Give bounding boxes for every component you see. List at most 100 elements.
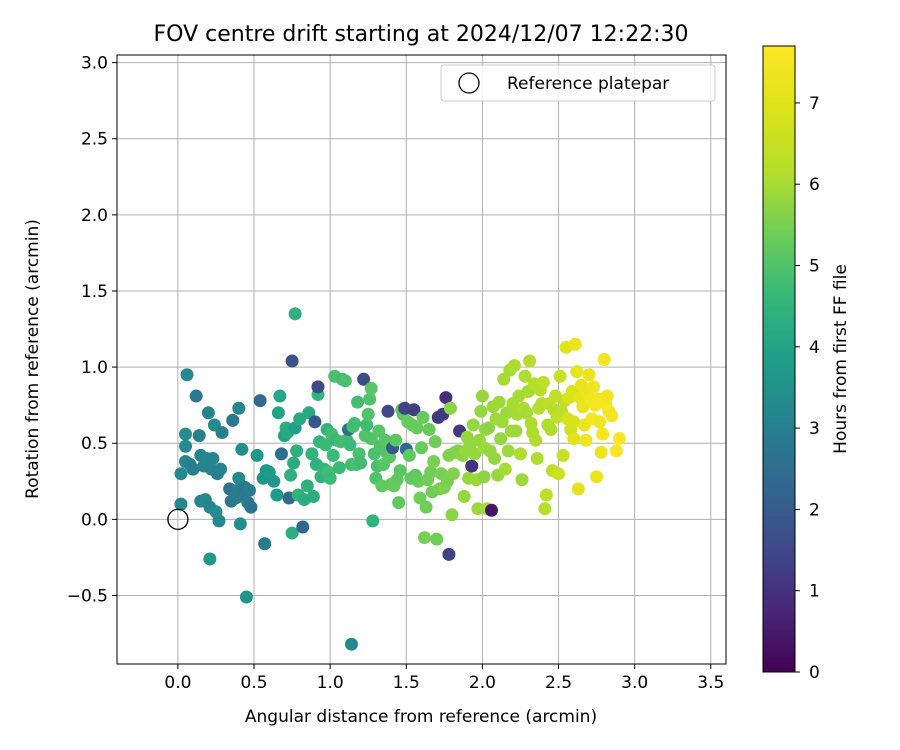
data-point xyxy=(284,468,298,482)
data-point xyxy=(402,448,416,462)
data-point xyxy=(457,490,471,504)
data-point xyxy=(509,424,523,438)
data-point xyxy=(538,502,552,516)
data-point xyxy=(475,389,489,403)
data-point xyxy=(364,381,378,395)
data-point xyxy=(319,438,333,452)
data-point xyxy=(442,547,456,561)
data-point xyxy=(410,421,424,435)
data-point xyxy=(308,415,322,429)
data-point xyxy=(180,368,194,382)
data-point xyxy=(326,448,340,462)
data-point xyxy=(567,432,581,446)
data-point xyxy=(443,401,457,415)
data-point xyxy=(594,445,608,459)
reference-point xyxy=(167,508,189,531)
data-point xyxy=(302,406,316,420)
data-point xyxy=(250,448,264,462)
data-point xyxy=(214,462,228,476)
y-tick-label: 0.0 xyxy=(81,510,108,530)
data-point xyxy=(244,500,258,514)
data-point xyxy=(553,369,567,383)
data-point xyxy=(597,353,611,366)
data-point xyxy=(201,406,215,420)
data-point xyxy=(293,412,307,426)
x-tick-label: 2.5 xyxy=(545,673,572,693)
colorbar-tick-label: 4 xyxy=(809,338,820,358)
data-point xyxy=(332,461,346,475)
data-point xyxy=(179,439,193,453)
data-point xyxy=(445,508,459,522)
data-point xyxy=(305,447,319,461)
data-point xyxy=(418,531,432,545)
data-point xyxy=(439,391,453,405)
data-point xyxy=(203,552,217,566)
data-point xyxy=(582,368,596,382)
data-point xyxy=(579,433,593,447)
data-points xyxy=(174,307,626,651)
data-point xyxy=(235,442,249,456)
data-point xyxy=(568,337,582,351)
data-point xyxy=(567,415,581,429)
data-point xyxy=(357,372,371,386)
data-point xyxy=(361,407,375,421)
data-point xyxy=(212,514,226,528)
data-point xyxy=(288,307,302,321)
data-point xyxy=(513,447,527,461)
colorbar-tick-label: 7 xyxy=(809,94,820,114)
data-point xyxy=(232,401,246,415)
data-point xyxy=(372,424,386,438)
data-point xyxy=(413,491,427,505)
data-point xyxy=(430,532,444,546)
data-point xyxy=(529,433,543,447)
data-point xyxy=(523,354,537,368)
data-point xyxy=(215,426,229,440)
data-point xyxy=(446,467,460,481)
data-point xyxy=(600,389,614,403)
data-point xyxy=(189,389,203,403)
data-point xyxy=(587,380,601,394)
reference-platepar-marker xyxy=(167,508,189,531)
data-point xyxy=(428,435,442,449)
colorbar-tick-label: 0 xyxy=(809,663,820,683)
data-point xyxy=(338,374,352,388)
data-point xyxy=(206,451,220,465)
y-tick-label: 2.0 xyxy=(81,206,108,226)
data-point xyxy=(427,455,441,469)
legend-open-circle-marker xyxy=(458,72,480,94)
data-point xyxy=(287,456,301,470)
data-point xyxy=(518,369,532,383)
colorbar-tick-label: 3 xyxy=(809,419,820,439)
y-axis: −0.5 0.0 0.5 1.0 1.5 2.0 2.5 3.0 xyxy=(67,54,117,606)
y-tick-label: 2.5 xyxy=(81,130,108,150)
data-point xyxy=(273,389,287,403)
data-point xyxy=(494,432,508,446)
data-point xyxy=(416,410,430,424)
data-point xyxy=(174,497,188,511)
data-point xyxy=(192,429,206,443)
data-point xyxy=(485,503,499,517)
data-point xyxy=(253,394,267,408)
data-point xyxy=(389,433,403,447)
data-point xyxy=(498,462,512,476)
y-axis-label: Rotation from reference (arcmin) xyxy=(23,219,43,499)
data-point xyxy=(285,354,299,368)
data-point xyxy=(507,359,521,373)
data-point xyxy=(570,365,584,379)
data-point xyxy=(520,406,534,420)
data-point xyxy=(407,403,421,417)
data-point xyxy=(468,447,482,461)
data-point xyxy=(492,395,506,409)
colorbar-gradient xyxy=(762,45,796,673)
data-point xyxy=(233,517,247,531)
legend-box xyxy=(440,64,716,102)
data-point xyxy=(488,451,502,465)
x-axis: 0.0 0.5 1.0 1.5 2.0 2.5 3.0 3.5 xyxy=(164,664,724,693)
data-point xyxy=(477,470,491,484)
data-point xyxy=(609,444,623,458)
data-point xyxy=(186,462,200,476)
data-point xyxy=(296,520,310,534)
colorbar-tick-label: 1 xyxy=(809,582,820,602)
data-point xyxy=(590,470,604,484)
